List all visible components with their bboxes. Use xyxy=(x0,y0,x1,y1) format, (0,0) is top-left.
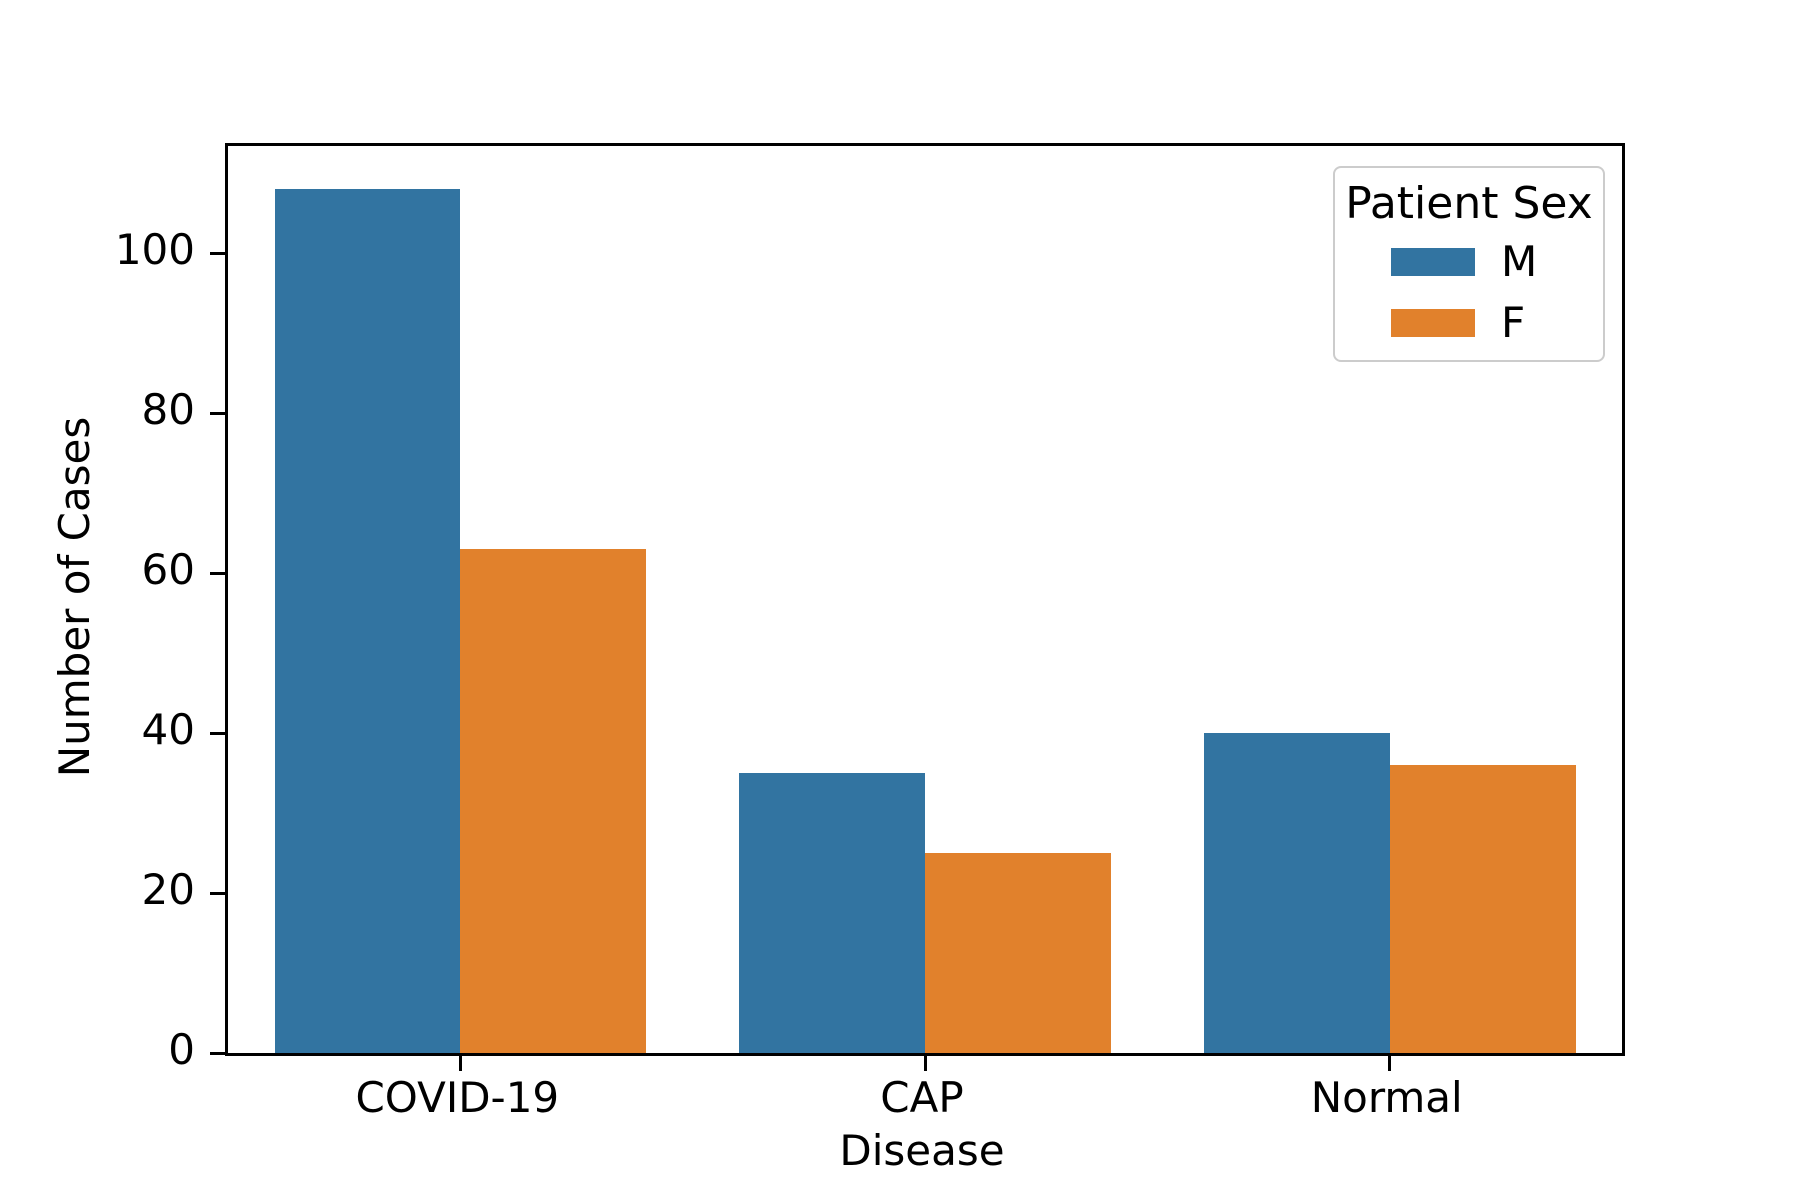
bar-normal-f xyxy=(1389,765,1576,1053)
legend-swatch-m xyxy=(1391,248,1475,276)
bar-cap-f xyxy=(925,853,1111,1053)
y-tick-label-80: 80 xyxy=(141,385,195,435)
y-tick-mark-60 xyxy=(210,571,225,575)
x-category-label-normal: Normal xyxy=(1310,1073,1463,1122)
y-tick-mark-20 xyxy=(210,891,225,895)
y-tick-mark-40 xyxy=(210,731,225,735)
legend-swatch-f xyxy=(1391,309,1475,337)
legend-title: Patient Sex xyxy=(1345,178,1593,229)
y-tick-mark-80 xyxy=(210,411,225,415)
y-tick-label-0: 0 xyxy=(168,1025,195,1074)
y-axis-label: Number of Cases xyxy=(50,416,99,778)
legend-label-f: F xyxy=(1501,298,1526,347)
x-category-label-cap: CAP xyxy=(880,1073,964,1122)
x-category-label-covid-19: COVID-19 xyxy=(355,1073,560,1122)
x-tick-mark-cap xyxy=(923,1056,927,1071)
legend-item-f: F xyxy=(1391,301,1593,345)
y-tick-label-40: 40 xyxy=(141,705,195,755)
x-tick-mark-covid-19 xyxy=(458,1056,462,1071)
x-tick-mark-normal xyxy=(1388,1056,1392,1071)
y-tick-mark-100 xyxy=(210,251,225,255)
bars-layer xyxy=(228,146,1622,1053)
legend-item-m: M xyxy=(1391,240,1593,284)
x-axis-label: Disease xyxy=(839,1126,1005,1175)
bar-normal-m xyxy=(1203,733,1390,1053)
bar-covid-19-f xyxy=(460,549,647,1053)
y-tick-label-60: 60 xyxy=(141,545,195,595)
y-tick-label-100: 100 xyxy=(114,225,195,275)
y-tick-label-20: 20 xyxy=(141,865,195,914)
ticks-layer xyxy=(210,146,1622,1071)
bar-cap-m xyxy=(739,773,925,1053)
bar-covid-19-m xyxy=(274,189,461,1053)
y-tick-mark-0 xyxy=(210,1051,225,1055)
legend-label-m: M xyxy=(1501,237,1538,286)
